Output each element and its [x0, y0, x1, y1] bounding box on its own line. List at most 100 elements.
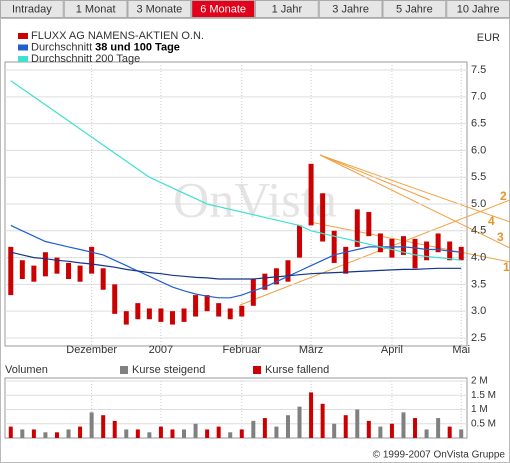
- tab[interactable]: [63, 0, 128, 18]
- y-tick-label: 2.5: [471, 332, 486, 344]
- volume-bar: [285, 415, 290, 438]
- trend-line: [319, 154, 510, 223]
- unit: EUR: [477, 32, 500, 44]
- tab-label[interactable]: 10 Jahre: [457, 3, 500, 15]
- candle: [435, 233, 441, 253]
- tab-label[interactable]: Intraday: [12, 3, 52, 15]
- candle: [262, 273, 268, 290]
- candle: [181, 308, 187, 322]
- tab-label[interactable]: 5 Jahre: [396, 3, 433, 15]
- volume-bar: [205, 429, 210, 438]
- y-tick-label: 5.0: [471, 198, 486, 210]
- candle: [204, 295, 210, 312]
- tab[interactable]: [318, 0, 383, 18]
- trend-lines: [239, 154, 510, 306]
- volume-bar: [459, 429, 464, 438]
- y-tick-label: 1.5 M: [471, 390, 496, 401]
- y-tick-label: 3.0: [471, 305, 486, 317]
- tab-label[interactable]: 3 Jahre: [332, 3, 369, 15]
- volume-bar: [193, 423, 198, 438]
- candle: [424, 241, 430, 261]
- annotation: 2: [500, 189, 507, 203]
- candle: [343, 246, 349, 274]
- footer: © 1999-2007 OnVista Gruppe: [373, 450, 506, 461]
- volume-bar: [343, 415, 348, 438]
- candle: [169, 311, 175, 325]
- volume-bar: [182, 429, 187, 438]
- tab-label[interactable]: 1 Monat: [76, 3, 116, 15]
- candle: [320, 193, 326, 242]
- legend-label: Kurse steigend: [132, 364, 205, 376]
- candle: [42, 252, 48, 277]
- y-tick-label: 7.0: [471, 91, 486, 103]
- candle: [77, 265, 83, 282]
- tab-label[interactable]: 6 Monate: [200, 3, 246, 15]
- candle: [366, 212, 372, 237]
- candle: [135, 303, 141, 320]
- candle: [89, 246, 95, 274]
- candle: [354, 209, 360, 247]
- legend-label: FLUXX AG NAMENS-AKTIEN O.N.: [31, 30, 204, 42]
- volume-bar: [378, 426, 383, 438]
- volume-bar: [401, 412, 406, 438]
- x-tick-label: Dezember: [66, 344, 117, 356]
- volume-bar: [124, 429, 129, 438]
- volume-bar: [413, 418, 418, 438]
- volume-bar: [43, 432, 48, 438]
- volume-bar: [228, 432, 233, 438]
- y-tick-label: 6.0: [471, 144, 486, 156]
- volume-frame: [4, 377, 468, 439]
- volume-bar: [332, 423, 337, 438]
- tab[interactable]: [191, 0, 255, 18]
- y-tick-label: 0.5 M: [471, 418, 496, 429]
- candle: [8, 246, 14, 296]
- annotation: 4: [488, 214, 495, 228]
- tab[interactable]: [382, 0, 447, 18]
- moving-average: [10, 251, 462, 280]
- y-tick-label: 6.5: [471, 118, 486, 130]
- candle: [216, 303, 222, 317]
- tab[interactable]: [255, 0, 319, 18]
- tab-label[interactable]: 1 Jahr: [272, 3, 303, 15]
- volume-bar: [355, 409, 360, 438]
- x-tick-label: März: [299, 344, 323, 356]
- y-tick-label: 4.5: [471, 225, 486, 237]
- tab[interactable]: [127, 0, 192, 18]
- volume-bar: [436, 418, 441, 438]
- legend-label: Kurse fallend: [265, 364, 329, 376]
- candle: [389, 238, 395, 258]
- candle: [285, 260, 291, 282]
- volume-bar: [101, 415, 106, 438]
- volume-bar: [274, 426, 279, 438]
- annotation: 3: [497, 230, 504, 244]
- x-tick-label: Februar: [223, 344, 262, 356]
- volume-bar: [366, 420, 371, 438]
- candle: [158, 308, 164, 322]
- candle: [146, 308, 152, 320]
- candle: [377, 233, 383, 253]
- legend-swatch: [18, 33, 28, 39]
- volume-bar: [309, 392, 314, 438]
- legend-swatch: [253, 366, 261, 374]
- volume-bar: [239, 429, 244, 438]
- volume-bar: [170, 429, 175, 438]
- tab[interactable]: [0, 0, 64, 18]
- candle: [297, 225, 303, 258]
- legend-swatch: [18, 44, 28, 51]
- volume-bar: [112, 420, 117, 438]
- candle: [66, 262, 72, 280]
- candle: [250, 279, 256, 306]
- candle: [331, 230, 337, 263]
- trend-line: [319, 154, 510, 249]
- volume-bar: [297, 406, 302, 438]
- volume-bar: [78, 426, 83, 438]
- legend-swatch: [120, 366, 128, 374]
- volume-bar: [89, 412, 94, 438]
- tab-label[interactable]: 3 Monate: [136, 3, 182, 15]
- volume-bar: [424, 429, 429, 438]
- legend-label-bold: 38 und 100 Tage: [95, 41, 180, 53]
- candle: [458, 246, 464, 261]
- candle: [400, 236, 406, 255]
